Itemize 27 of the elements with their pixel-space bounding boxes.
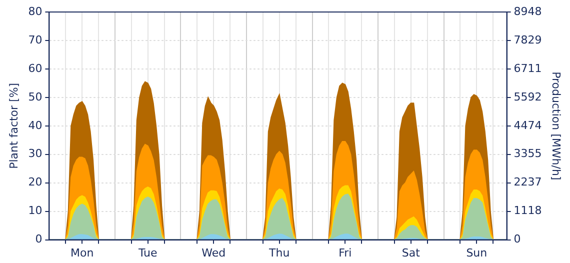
y-tick-label: 10 [28, 204, 42, 218]
x-tick-label: Sat [402, 246, 421, 260]
y2-axis-title: Production [MWh/h] [550, 72, 563, 180]
y-tick-label: 60 [28, 62, 42, 75]
y2-tick-label: 7829 [514, 33, 542, 46]
x-tick-label: Thu [268, 246, 290, 260]
y-tick-label: 70 [28, 33, 42, 46]
y2-tick-label: 8948 [514, 4, 542, 18]
y-tick-label: 20 [28, 176, 42, 189]
y-tick-label: 80 [28, 4, 42, 18]
y2-tick-label: 0 [514, 232, 521, 246]
y2-tick-label: 4474 [514, 118, 542, 132]
y2-tick-label: 1118 [514, 204, 542, 218]
y-tick-label: 50 [28, 90, 42, 104]
x-tick-label: Sun [466, 246, 488, 260]
x-tick-label: Wed [202, 246, 226, 260]
y-tick-label: 0 [35, 232, 42, 246]
y-axis-title: Plant factor [%] [7, 82, 20, 169]
y2-tick-label: 3355 [514, 147, 542, 160]
y2-tick-label: 2237 [514, 176, 542, 189]
x-tick-label: Tue [137, 246, 158, 260]
x-tick-label: Fri [338, 246, 352, 260]
y-tick-label: 30 [28, 147, 42, 160]
y-tick-label: 40 [28, 118, 42, 132]
x-tick-label: Mon [70, 246, 94, 260]
y2-tick-label: 6711 [514, 62, 542, 75]
y2-tick-label: 5592 [514, 90, 542, 104]
